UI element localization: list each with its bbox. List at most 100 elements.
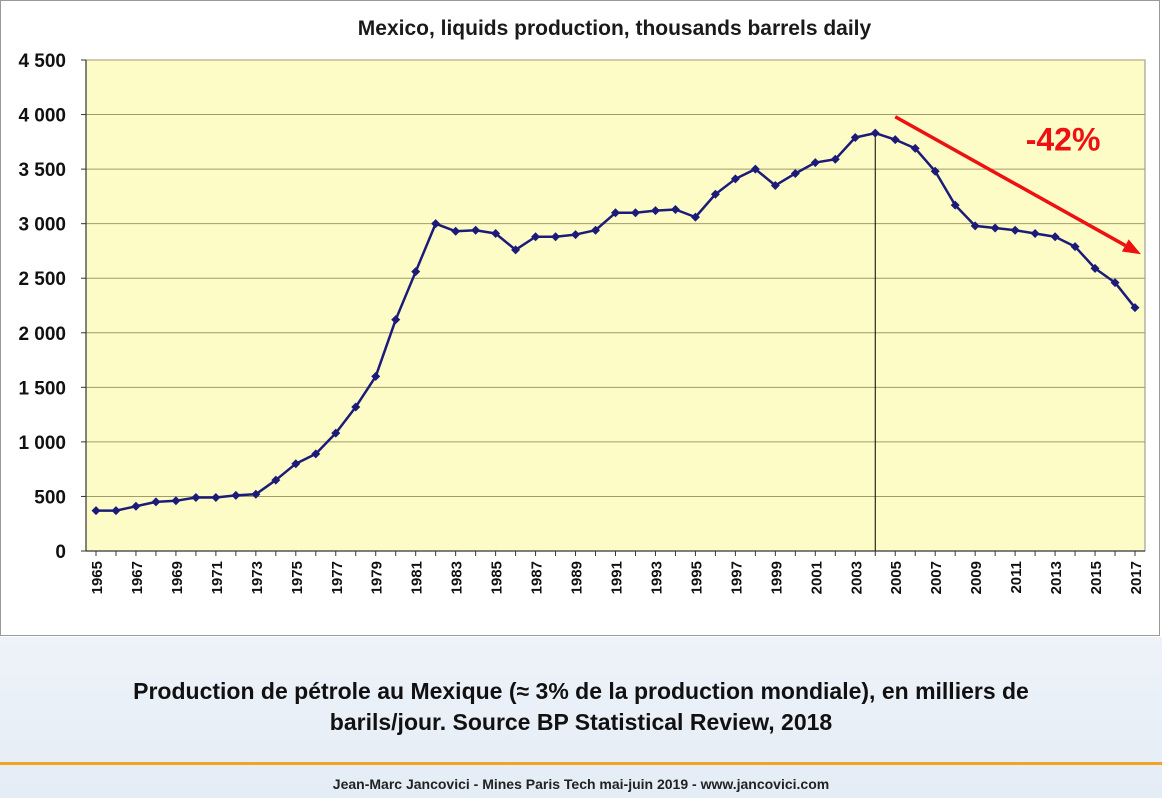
data-point xyxy=(511,245,521,255)
data-point xyxy=(591,225,601,235)
data-point xyxy=(910,143,920,153)
x-tick-label: 1971 xyxy=(209,561,226,594)
data-point xyxy=(151,497,161,507)
data-point xyxy=(211,493,221,503)
data-point xyxy=(251,489,261,499)
x-tick-label: 1983 xyxy=(449,561,466,594)
y-tick-label: 1 500 xyxy=(18,378,66,399)
caption-band xyxy=(0,637,1162,798)
x-tick-label: 1985 xyxy=(489,561,506,594)
x-tick-label: 2005 xyxy=(888,561,905,594)
y-tick-label: 3 500 xyxy=(18,160,66,181)
data-point xyxy=(431,219,441,229)
data-point xyxy=(770,180,780,190)
data-point xyxy=(710,189,720,199)
data-point xyxy=(611,208,620,218)
data-point xyxy=(810,158,820,168)
data-point xyxy=(790,168,800,178)
data-point xyxy=(990,223,1000,233)
data-point xyxy=(471,225,481,235)
data-point xyxy=(291,459,301,469)
data-point xyxy=(850,132,860,142)
chart-title: Mexico, liquids production, thousands ba… xyxy=(358,17,872,40)
y-tick-label: 3 000 xyxy=(18,215,66,236)
data-point xyxy=(331,428,341,438)
x-tick-label: 2009 xyxy=(968,561,985,594)
data-point xyxy=(970,221,980,231)
x-tick-label: 2017 xyxy=(1128,561,1145,594)
data-point xyxy=(171,496,181,506)
data-point xyxy=(191,493,201,503)
decline-percent-label: -42% xyxy=(1026,122,1101,158)
data-point xyxy=(690,212,700,222)
data-point xyxy=(1090,263,1100,273)
x-tick-label: 1993 xyxy=(648,561,665,594)
trend-arrow-shaft xyxy=(894,115,1127,247)
data-point xyxy=(371,371,381,381)
data-point xyxy=(750,164,760,174)
x-tick-label: 1969 xyxy=(169,561,186,594)
x-tick-label: 1979 xyxy=(369,561,386,594)
x-tick-label: 1995 xyxy=(688,561,705,594)
data-point xyxy=(491,228,501,238)
data-point xyxy=(870,128,880,138)
footer-credit: Jean-Marc Jancovici - Mines Paris Tech m… xyxy=(332,776,830,792)
data-point xyxy=(231,490,241,500)
data-point xyxy=(630,208,640,218)
data-point xyxy=(650,206,660,216)
y-tick-label: 2 000 xyxy=(18,324,66,345)
x-tick-label: 1991 xyxy=(609,561,626,594)
x-tick-label: 1997 xyxy=(728,561,745,594)
y-tick-label: 0 xyxy=(55,542,66,563)
trend-arrow-head xyxy=(1121,239,1142,255)
caption-line-1: Production de pétrole au Mexique (≈ 3% d… xyxy=(133,678,1029,704)
x-tick-label: 1989 xyxy=(569,561,586,594)
x-tick-label: 1973 xyxy=(249,561,266,594)
x-tick-label: 2007 xyxy=(928,561,945,594)
data-point xyxy=(91,506,101,516)
footer-divider xyxy=(0,762,1162,765)
x-tick-label: 2013 xyxy=(1048,561,1065,594)
data-point xyxy=(351,402,361,412)
data-point xyxy=(391,315,401,325)
x-tick-label: 1965 xyxy=(89,561,106,594)
data-point xyxy=(670,204,680,214)
x-tick-label: 2015 xyxy=(1088,561,1105,594)
y-tick-label: 2 500 xyxy=(18,269,66,290)
data-point xyxy=(111,506,121,516)
x-tick-label: 1999 xyxy=(768,561,785,594)
x-tick-label: 1987 xyxy=(529,561,546,594)
plot-area xyxy=(85,59,1146,552)
x-tick-label: 1967 xyxy=(129,561,146,594)
line-chart: -42% Mexico, liquids production, thousan… xyxy=(18,17,1146,594)
data-point xyxy=(131,501,141,511)
data-point xyxy=(451,226,461,236)
x-tick-label: 1975 xyxy=(289,561,306,594)
data-point xyxy=(311,449,321,459)
data-point xyxy=(571,230,581,240)
data-point xyxy=(950,200,960,210)
y-tick-label: 1 000 xyxy=(18,433,66,454)
y-tick-label: 4 000 xyxy=(18,106,66,127)
slide-caption: Production de pétrole au Mexique (≈ 3% d… xyxy=(40,676,1122,738)
data-point xyxy=(1130,303,1140,313)
data-point xyxy=(551,232,561,242)
data-point xyxy=(890,135,900,145)
data-point xyxy=(730,174,740,184)
x-tick-label: 2001 xyxy=(808,561,825,594)
data-point xyxy=(1050,232,1060,242)
data-point xyxy=(1110,278,1120,288)
x-tick-label: 1981 xyxy=(409,561,426,594)
data-point xyxy=(830,154,840,164)
data-point xyxy=(930,166,940,176)
y-tick-label: 4 500 xyxy=(18,51,66,72)
data-point xyxy=(531,232,541,242)
data-point xyxy=(411,267,421,277)
x-tick-label: 2003 xyxy=(848,561,865,594)
data-point xyxy=(1030,228,1040,238)
x-tick-label: 2011 xyxy=(1008,561,1025,594)
data-point xyxy=(1010,225,1020,235)
caption-line-2: barils/jour. Source BP Statistical Revie… xyxy=(329,709,833,735)
data-point xyxy=(1070,242,1080,252)
data-point xyxy=(271,475,281,485)
